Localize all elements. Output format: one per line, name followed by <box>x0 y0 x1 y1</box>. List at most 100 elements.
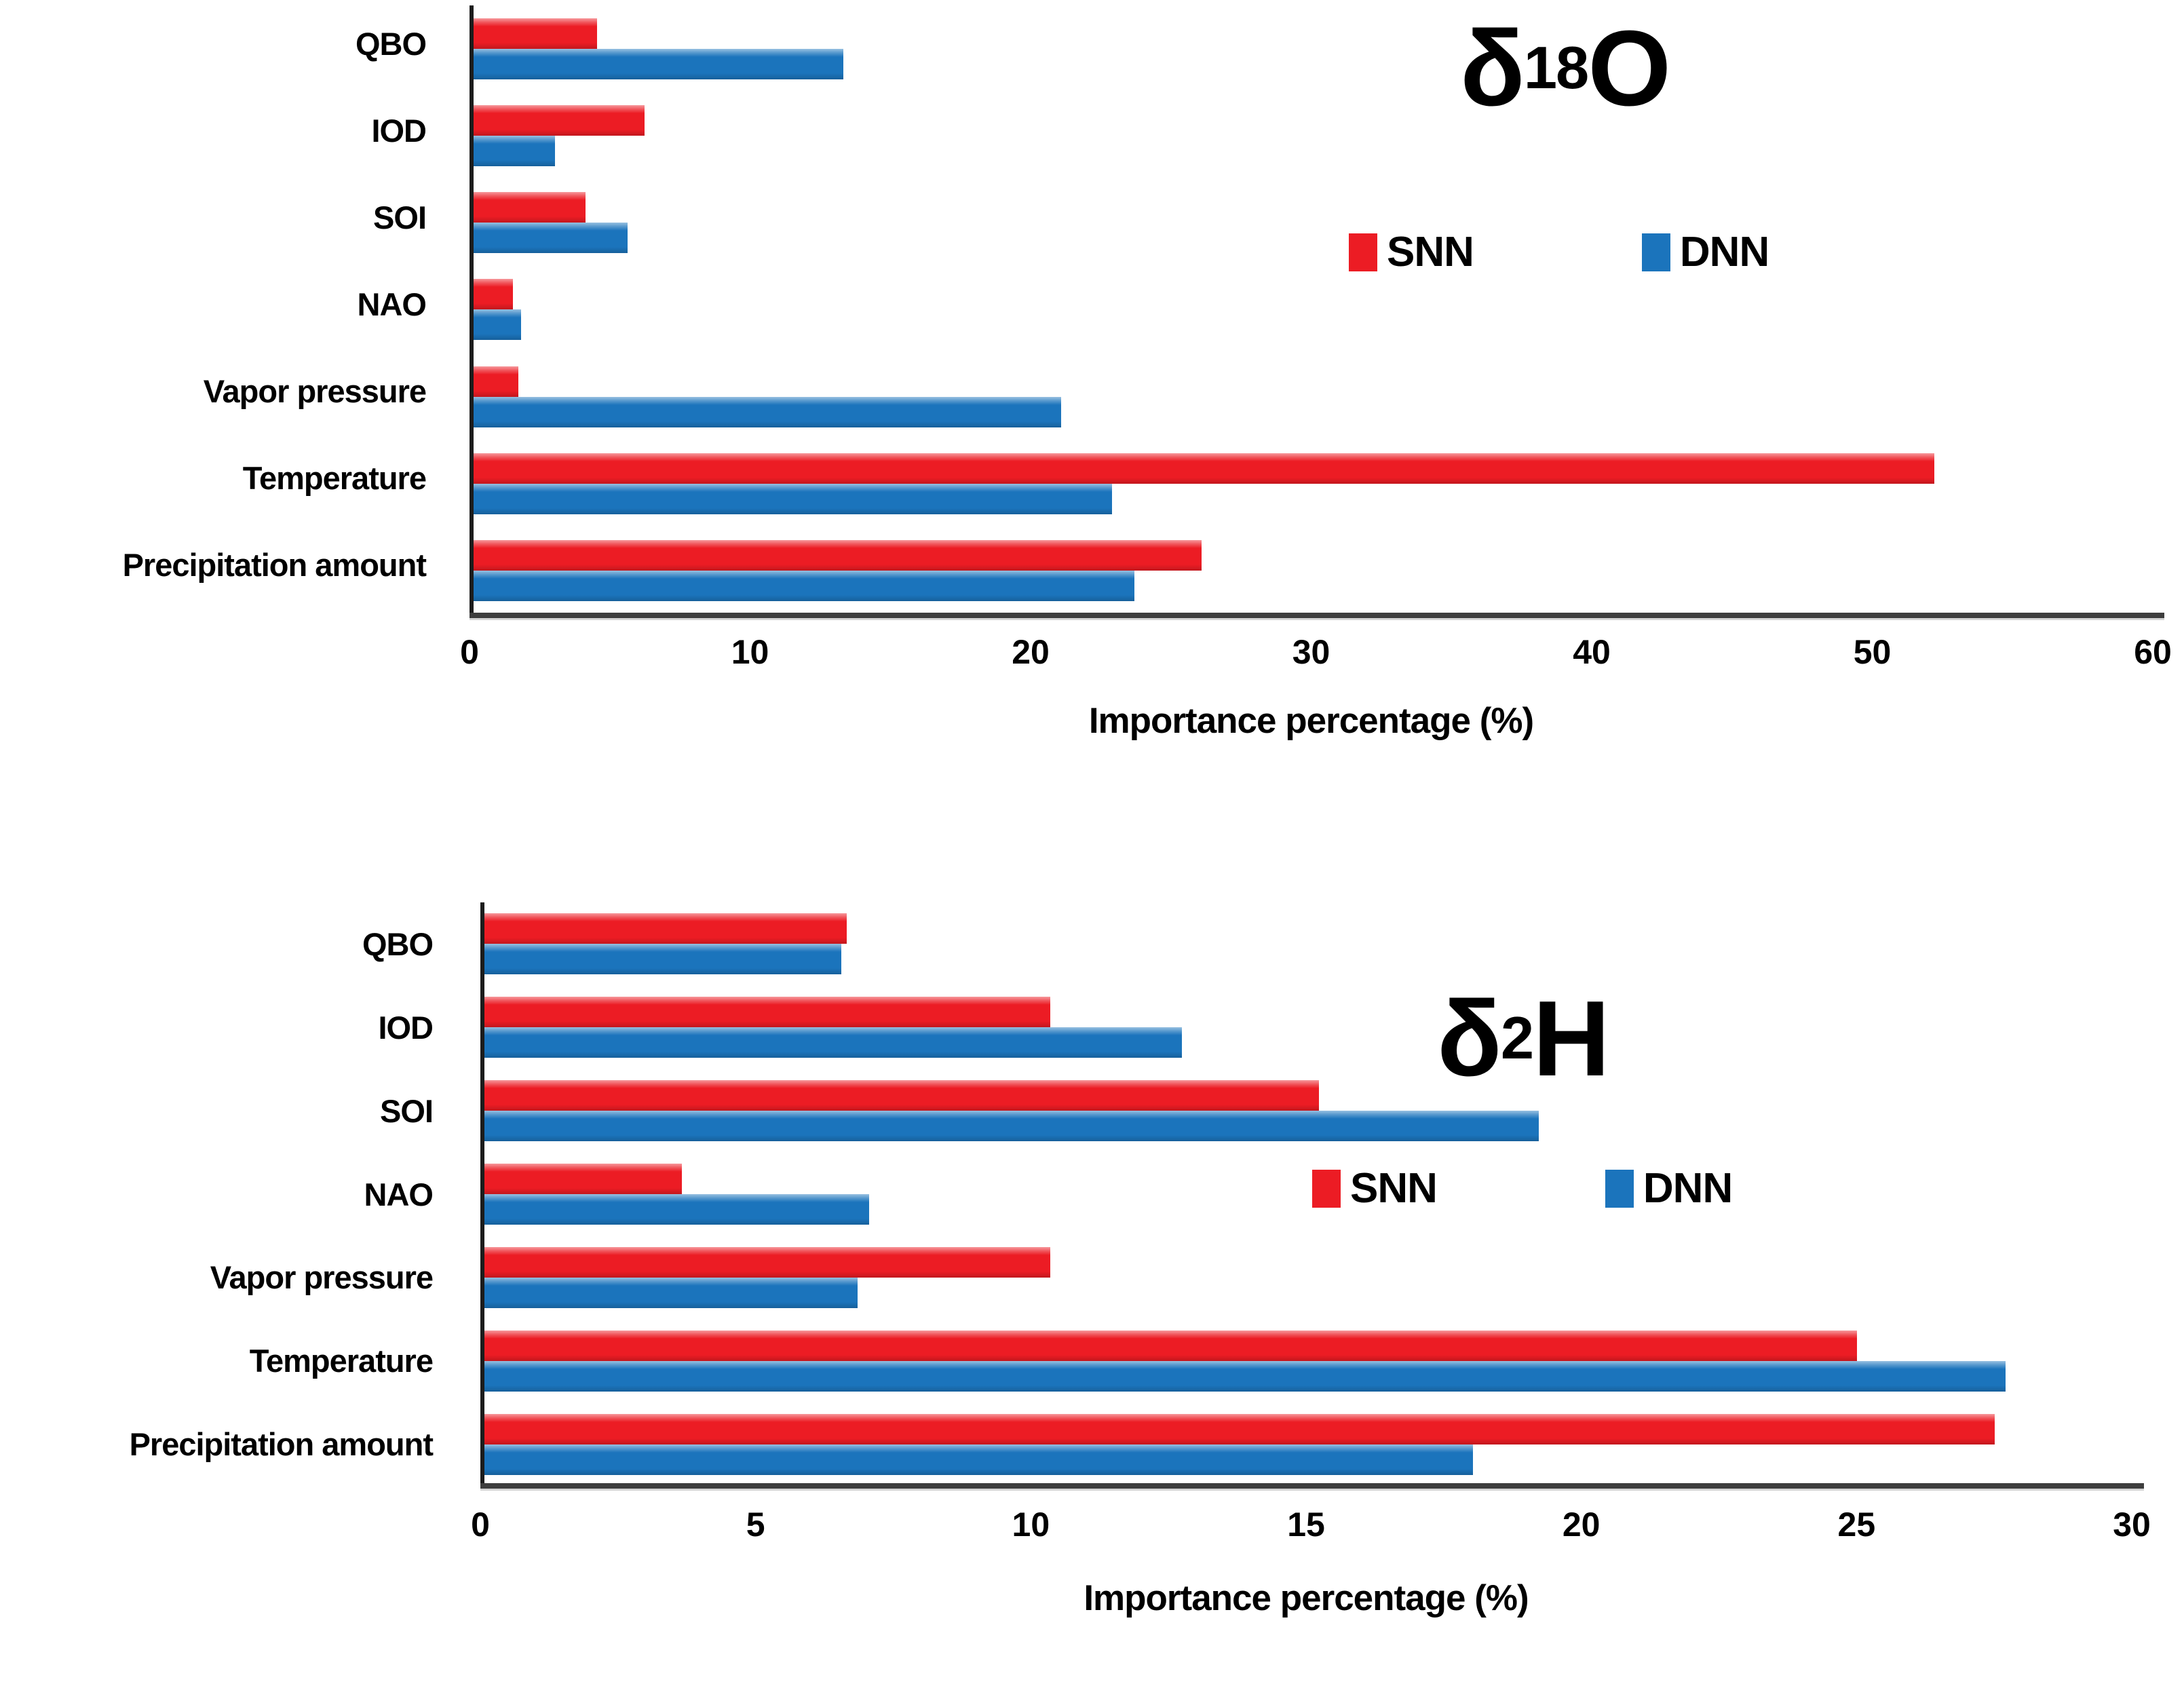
category-label: SOI <box>373 199 427 235</box>
category-labels: QBO IOD SOI NAO Vapor pressure Temperature Pre… <box>0 0 445 609</box>
x-tick-label: 0 <box>471 1506 490 1544</box>
x-tick-label: 5 <box>746 1506 765 1544</box>
category-label: NAO <box>364 1176 434 1212</box>
x-tick-label: 0 <box>460 633 479 671</box>
category-label: IOD <box>371 112 427 149</box>
category-label: Precipitation amount <box>122 547 427 583</box>
dnn-color-swatch <box>1605 1169 1634 1208</box>
bar-rows <box>484 902 2132 1486</box>
delta-symbol: δ <box>1437 979 1502 1098</box>
bar-row <box>474 440 2153 527</box>
bar-row <box>484 1236 2132 1319</box>
delta-symbol: δ <box>1460 9 1525 128</box>
legend-label-dnn: DNN <box>1679 229 1769 275</box>
bar-row <box>474 266 2153 353</box>
snn-color-swatch <box>1312 1169 1341 1208</box>
category-label: IOD <box>378 1009 434 1046</box>
bar-dnn-temperature <box>484 1360 2006 1392</box>
x-tick-label: 30 <box>2113 1506 2151 1544</box>
category-labels: QBO IOD SOI NAO Vapor pressure Temperature Pre… <box>0 902 452 1486</box>
legend-item-dnn: DNN <box>1641 228 1769 276</box>
category-label: Temperature <box>249 1343 434 1379</box>
bar-snn-vapor-pressure <box>484 1246 1050 1278</box>
legend-label-snn: SNN <box>1350 1165 1438 1212</box>
category-label: QBO <box>362 925 434 962</box>
x-tick-label: 20 <box>1562 1506 1601 1544</box>
x-tick-labels: 0 10 20 30 40 50 60 <box>460 632 2172 680</box>
snn-color-swatch <box>1349 233 1377 271</box>
chart-title: δ2H <box>1437 985 1610 1092</box>
isotope-superscript: 2 <box>1500 1004 1534 1072</box>
bar-rows <box>474 5 2153 614</box>
bar-snn-temperature <box>484 1330 1858 1361</box>
bar-snn-precipitation-amount <box>474 539 1202 571</box>
bar-dnn-iod <box>474 136 555 167</box>
bar-row <box>484 902 2132 986</box>
bar-snn-temperature <box>474 453 1935 484</box>
x-tick-label: 50 <box>1853 633 1892 671</box>
bar-row <box>474 527 2153 614</box>
x-tick-label: 40 <box>1573 633 1611 671</box>
legend: SNN DNN <box>1349 228 1769 276</box>
bar-row <box>484 1402 2132 1486</box>
legend-label-snn: SNN <box>1387 229 1474 275</box>
bar-row <box>484 1069 2132 1153</box>
category-label: SOI <box>380 1092 434 1129</box>
category-label: Vapor pressure <box>210 1259 434 1296</box>
bar-dnn-qbo <box>474 49 843 80</box>
x-tick-label: 10 <box>1012 1506 1050 1544</box>
x-tick-label: 25 <box>1837 1506 1876 1544</box>
bar-snn-iod <box>484 997 1050 1028</box>
legend: SNN DNN <box>1312 1164 1733 1212</box>
plot-area <box>480 902 2132 1486</box>
bar-row <box>474 353 2153 440</box>
bar-dnn-precipitation-amount <box>484 1444 1473 1475</box>
bar-dnn-qbo <box>484 944 842 975</box>
bar-snn-soi <box>484 1080 1320 1111</box>
category-label: QBO <box>355 25 427 62</box>
bar-dnn-soi <box>474 223 628 254</box>
category-label: Temperature <box>242 460 427 497</box>
legend-item-snn: SNN <box>1312 1164 1438 1212</box>
bar-row <box>484 1319 2132 1402</box>
bar-dnn-nao <box>484 1194 869 1225</box>
legend-item-snn: SNN <box>1349 228 1474 276</box>
x-tick-labels: 0 5 10 15 20 25 30 <box>471 1505 2151 1552</box>
bar-snn-nao <box>474 279 513 310</box>
plot-area <box>470 5 2153 614</box>
category-label: Precipitation amount <box>129 1426 434 1463</box>
x-tick-label: 10 <box>731 633 769 671</box>
x-tick-label: 20 <box>1012 633 1050 671</box>
x-tick-label: 15 <box>1287 1506 1325 1544</box>
bar-row <box>484 1153 2132 1236</box>
bar-dnn-iod <box>484 1027 1182 1058</box>
bar-dnn-precipitation-amount <box>474 570 1134 601</box>
bar-dnn-vapor-pressure <box>484 1277 858 1308</box>
dnn-color-swatch <box>1641 233 1670 271</box>
legend-item-dnn: DNN <box>1605 1164 1733 1212</box>
x-axis-title: Importance percentage (%) <box>1088 701 1534 741</box>
x-axis-line <box>480 1483 2144 1489</box>
bar-row <box>484 986 2132 1069</box>
bar-snn-iod <box>474 105 645 136</box>
category-label: Vapor pressure <box>203 373 427 410</box>
bar-dnn-nao <box>474 309 522 341</box>
bar-dnn-vapor-pressure <box>474 396 1062 427</box>
element-symbol: O <box>1588 9 1671 128</box>
legend-label-dnn: DNN <box>1643 1165 1733 1212</box>
category-label: NAO <box>357 286 427 322</box>
bar-row <box>474 92 2153 179</box>
bar-dnn-temperature <box>474 483 1112 514</box>
bar-snn-soi <box>474 192 586 223</box>
chart-title: δ18O <box>1460 15 1671 122</box>
bar-snn-precipitation-amount <box>484 1413 1995 1444</box>
bar-snn-qbo <box>474 18 597 50</box>
bar-dnn-soi <box>484 1111 1539 1142</box>
x-tick-label: 60 <box>2134 633 2172 671</box>
bar-snn-nao <box>484 1164 683 1194</box>
isotope-superscript: 18 <box>1523 34 1589 102</box>
bar-row <box>474 5 2153 92</box>
